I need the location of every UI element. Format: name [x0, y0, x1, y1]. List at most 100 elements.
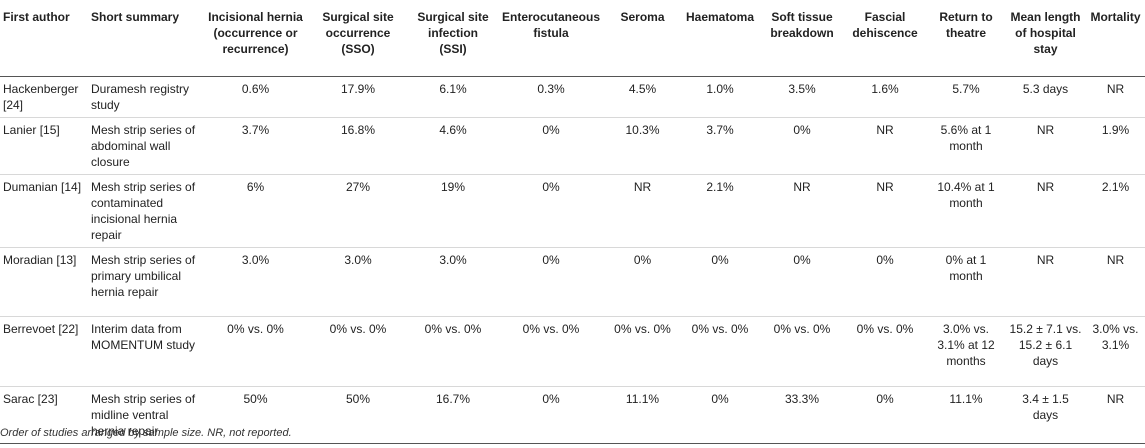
- value-cell: 0% vs. 0%: [606, 316, 679, 387]
- value-cell: 3.0% vs. 3.1%: [1086, 316, 1145, 387]
- value-cell: NR: [1086, 76, 1145, 118]
- value-cell: 0% vs. 0%: [843, 316, 927, 387]
- value-cell: 6.1%: [410, 76, 496, 118]
- column-header: Return to theatre: [927, 0, 1005, 77]
- summary-cell: Mesh strip series of abdominal wall clos…: [88, 117, 205, 175]
- value-cell: 33.3%: [761, 386, 843, 444]
- table-row: Sarac [23] Mesh strip series of midline v…: [0, 386, 1145, 444]
- value-cell: NR: [1005, 174, 1086, 248]
- column-header: Fascial dehiscence: [843, 0, 927, 77]
- value-cell: 0%: [843, 247, 927, 317]
- table-footnote: Order of studies arranged by sample size…: [0, 427, 292, 439]
- value-cell: 0%: [496, 174, 606, 248]
- summary-cell: Duramesh registry study: [88, 76, 205, 118]
- value-cell: NR: [1005, 117, 1086, 175]
- value-cell: NR: [761, 174, 843, 248]
- value-cell: 50%: [306, 386, 410, 444]
- value-cell: NR: [1086, 386, 1145, 444]
- value-cell: 0%: [679, 386, 761, 444]
- value-cell: 16.7%: [410, 386, 496, 444]
- value-cell: 4.6%: [410, 117, 496, 175]
- value-cell: 0%: [606, 247, 679, 317]
- value-cell: 0%: [761, 247, 843, 317]
- summary-cell: Mesh strip series of midline ventral her…: [88, 386, 205, 444]
- column-header: Short summary: [88, 0, 205, 77]
- column-header: Enterocutaneous fistula: [496, 0, 606, 77]
- author-cell: Moradian [13]: [0, 247, 88, 317]
- author-cell: Sarac [23]: [0, 386, 88, 444]
- column-header: Seroma: [606, 0, 679, 77]
- value-cell: 0% vs. 0%: [205, 316, 306, 387]
- summary-cell: Interim data from MOMENTUM study: [88, 316, 205, 387]
- table-row: Dumanian [14] Mesh strip series of contam…: [0, 174, 1145, 248]
- value-cell: 0%: [843, 386, 927, 444]
- value-cell: 5.3 days: [1005, 76, 1086, 118]
- summary-cell: Mesh strip series of primary umbilical h…: [88, 247, 205, 317]
- summary-cell: Mesh strip series of contaminated incisi…: [88, 174, 205, 248]
- value-cell: 0%: [496, 386, 606, 444]
- value-cell: 27%: [306, 174, 410, 248]
- value-cell: 0.6%: [205, 76, 306, 118]
- value-cell: NR: [606, 174, 679, 248]
- value-cell: 3.4 ± 1.5 days: [1005, 386, 1086, 444]
- value-cell: 3.7%: [679, 117, 761, 175]
- column-header: Mean length of hospital stay: [1005, 0, 1086, 77]
- value-cell: 3.0% vs. 3.1% at 12 months: [927, 316, 1005, 387]
- author-cell: Dumanian [14]: [0, 174, 88, 248]
- column-header: First author: [0, 0, 88, 77]
- value-cell: NR: [1005, 247, 1086, 317]
- value-cell: 15.2 ± 7.1 vs. 15.2 ± 6.1 days: [1005, 316, 1086, 387]
- value-cell: 16.8%: [306, 117, 410, 175]
- value-cell: 19%: [410, 174, 496, 248]
- value-cell: 6%: [205, 174, 306, 248]
- value-cell: 3.7%: [205, 117, 306, 175]
- value-cell: 0%: [496, 247, 606, 317]
- value-cell: 17.9%: [306, 76, 410, 118]
- value-cell: 0%: [761, 117, 843, 175]
- author-cell: Hackenberger [24]: [0, 76, 88, 118]
- value-cell: 0% vs. 0%: [761, 316, 843, 387]
- value-cell: 3.0%: [205, 247, 306, 317]
- column-header: Surgical site occurrence (SSO): [306, 0, 410, 77]
- value-cell: 5.6% at 1 month: [927, 117, 1005, 175]
- value-cell: 3.0%: [410, 247, 496, 317]
- column-header: Mortality: [1086, 0, 1145, 77]
- value-cell: NR: [843, 174, 927, 248]
- value-cell: 11.1%: [927, 386, 1005, 444]
- value-cell: 0% vs. 0%: [679, 316, 761, 387]
- table-row: Berrevoet [22] Interim data from MOMENTUM…: [0, 316, 1145, 387]
- column-header: Surgical site infection (SSI): [410, 0, 496, 77]
- value-cell: 0% vs. 0%: [306, 316, 410, 387]
- value-cell: 10.3%: [606, 117, 679, 175]
- column-header: Soft tissue breakdown: [761, 0, 843, 77]
- header-row: First author Short summary Incisional he…: [0, 0, 1145, 77]
- table-row: Moradian [13] Mesh strip series of primar…: [0, 247, 1145, 317]
- value-cell: 0.3%: [496, 76, 606, 118]
- value-cell: 1.6%: [843, 76, 927, 118]
- value-cell: 1.9%: [1086, 117, 1145, 175]
- table-row: Lanier [15] Mesh strip series of abdomina…: [0, 117, 1145, 175]
- value-cell: 0%: [679, 247, 761, 317]
- value-cell: 3.0%: [306, 247, 410, 317]
- value-cell: 2.1%: [1086, 174, 1145, 248]
- value-cell: 5.7%: [927, 76, 1005, 118]
- value-cell: 2.1%: [679, 174, 761, 248]
- value-cell: 11.1%: [606, 386, 679, 444]
- value-cell: 0% vs. 0%: [496, 316, 606, 387]
- column-header: Incisional hernia (occurrence or recurre…: [205, 0, 306, 77]
- value-cell: 4.5%: [606, 76, 679, 118]
- value-cell: 50%: [205, 386, 306, 444]
- column-header: Haematoma: [679, 0, 761, 77]
- author-cell: Lanier [15]: [0, 117, 88, 175]
- value-cell: NR: [843, 117, 927, 175]
- value-cell: 1.0%: [679, 76, 761, 118]
- table-row: Hackenberger [24] Duramesh registry study…: [0, 76, 1145, 118]
- value-cell: 10.4% at 1 month: [927, 174, 1005, 248]
- value-cell: 0% vs. 0%: [410, 316, 496, 387]
- value-cell: NR: [1086, 247, 1145, 317]
- author-cell: Berrevoet [22]: [0, 316, 88, 387]
- value-cell: 0% at 1 month: [927, 247, 1005, 317]
- value-cell: 0%: [496, 117, 606, 175]
